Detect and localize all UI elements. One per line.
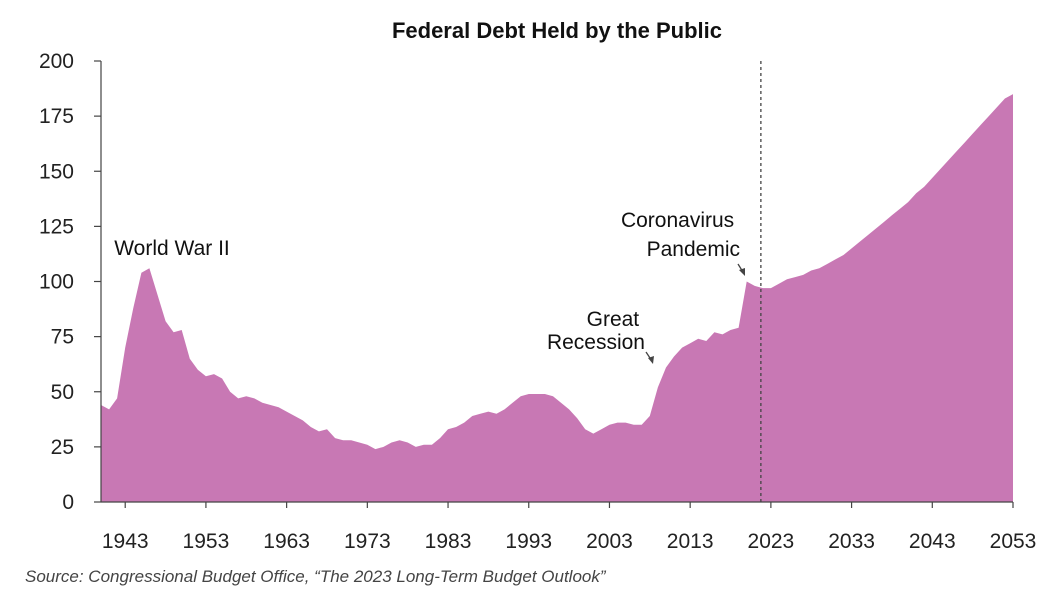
y-axis: 0 25 50 75 100 125 150 175 200 [39, 50, 102, 514]
great-recession-arrowhead [648, 356, 654, 364]
x-tick-label: 2013 [667, 530, 714, 553]
annotation-great-recession: Great Recession [547, 308, 645, 354]
annotation-world-war-ii: World War II [114, 237, 230, 260]
x-axis: 1943 1953 1963 1973 1983 1993 2003 2013 2023 2033… [101, 501, 1037, 553]
x-tick-label: 1973 [344, 530, 391, 553]
chart-title: Federal Debt Held by the Public [392, 18, 722, 43]
annotations: World War II Great Recession Coronavirus… [114, 209, 745, 364]
y-tick-label: 100 [39, 271, 74, 294]
y-tick-label: 0 [62, 491, 74, 514]
x-tick-label: 1943 [102, 530, 149, 553]
annotation-coronavirus-pandemic: Coronavirus Pandemic [621, 209, 740, 261]
debt-area-series [101, 94, 1013, 502]
y-tick-label: 75 [51, 326, 74, 349]
y-tick-label: 25 [51, 436, 74, 459]
x-tick-label: 2043 [909, 530, 956, 553]
x-tick-label: 1953 [183, 530, 230, 553]
x-tick-label: 2053 [990, 530, 1037, 553]
source-note: Source: Congressional Budget Office, “Th… [25, 567, 606, 586]
x-tick-label: 2023 [748, 530, 795, 553]
x-tick-label: 1963 [263, 530, 310, 553]
x-tick-label: 2033 [828, 530, 875, 553]
y-tick-label: 200 [39, 50, 74, 73]
coronavirus-pandemic-arrowhead [739, 268, 745, 276]
y-tick-label: 175 [39, 105, 74, 128]
x-tick-label: 2003 [586, 530, 633, 553]
y-tick-label: 50 [51, 381, 74, 404]
x-tick-label: 1983 [425, 530, 472, 553]
x-tick-label: 1993 [505, 530, 552, 553]
y-tick-label: 150 [39, 160, 74, 183]
y-tick-label: 125 [39, 215, 74, 238]
